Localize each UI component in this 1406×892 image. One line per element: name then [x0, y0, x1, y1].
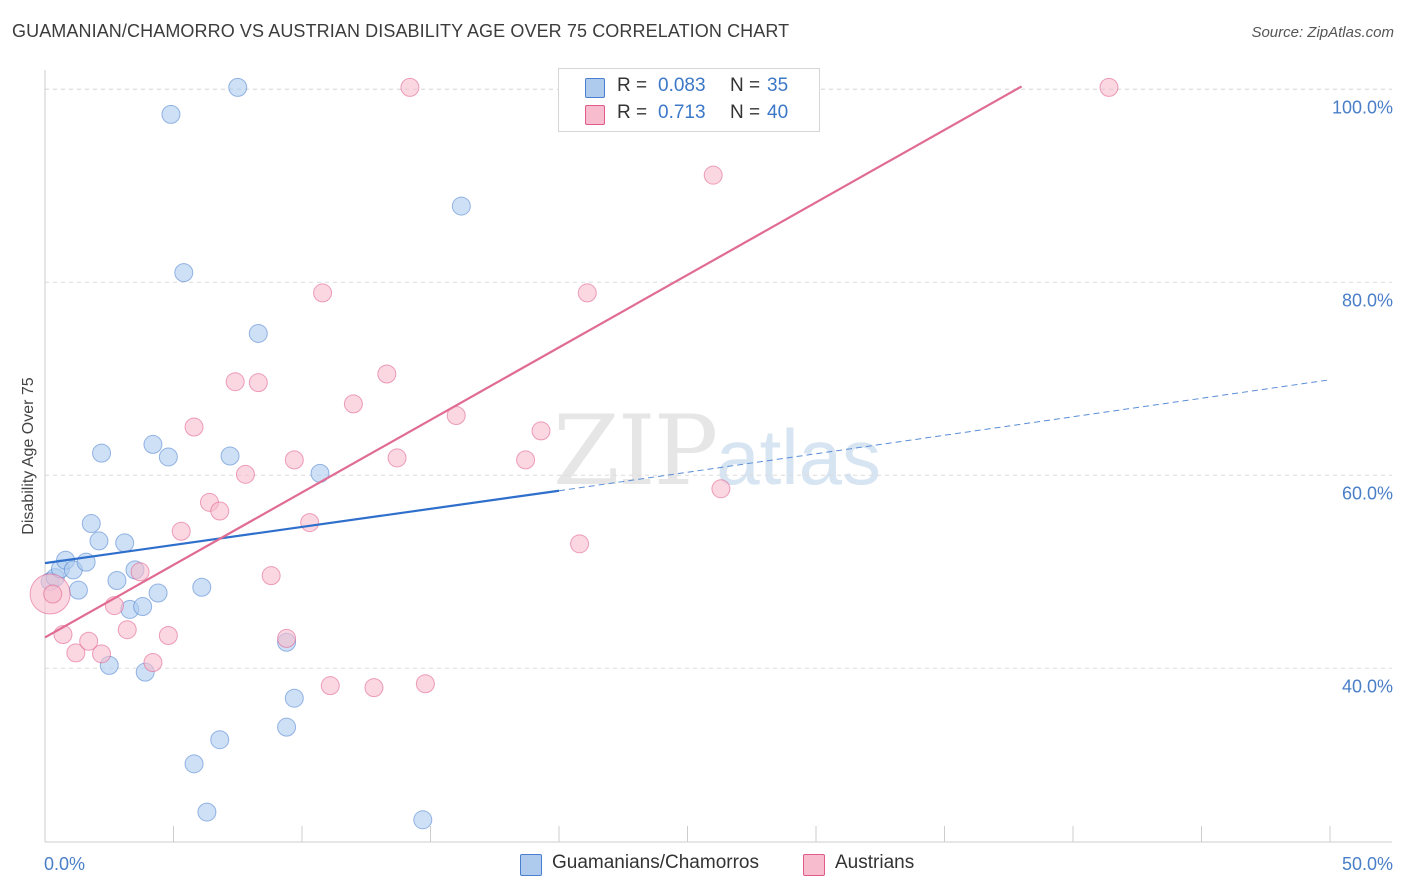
point-guamanian	[210, 730, 230, 750]
point-austrian	[235, 464, 255, 484]
legend-swatch-austrians	[585, 105, 605, 125]
point-guamanian	[92, 443, 112, 463]
trendline-guamanian	[44, 489, 560, 565]
point-austrian	[570, 534, 590, 554]
legend-r-label: R =	[617, 102, 648, 123]
legend-n-label: N =	[730, 102, 761, 123]
point-austrian	[400, 77, 420, 97]
point-guamanian	[197, 802, 217, 822]
x-tick-label: 0.0%	[44, 854, 85, 874]
point-guamanian	[284, 688, 304, 708]
point-austrian	[261, 566, 281, 586]
point-austrian	[158, 625, 178, 645]
point-austrian	[516, 450, 536, 470]
point-guamanian	[115, 533, 135, 553]
trendline-austrian	[44, 85, 1023, 639]
point-guamanian	[161, 104, 181, 124]
point-austrian	[415, 674, 435, 694]
legend-r-value: 0.083	[658, 75, 706, 96]
point-austrian	[577, 283, 597, 303]
point-austrian	[143, 653, 163, 673]
point-guamanian	[158, 447, 178, 467]
point-austrian	[210, 501, 230, 521]
point-guamanian	[451, 196, 471, 216]
point-guamanian	[89, 531, 109, 551]
point-austrian	[130, 562, 150, 582]
legend-label-austrians: Austrians	[835, 852, 915, 873]
trendline-guamanian-extension	[558, 379, 1331, 492]
watermark: ZIPatlas	[553, 395, 881, 507]
point-austrian	[184, 417, 204, 437]
point-guamanian	[220, 446, 240, 466]
y-tick-label: 100.0%	[1332, 97, 1393, 117]
legend-swatch-guamanians	[520, 854, 542, 876]
point-austrian	[364, 678, 384, 698]
y-tick-label: 60.0%	[1342, 483, 1393, 503]
point-austrian	[313, 283, 333, 303]
point-austrian	[284, 450, 304, 470]
point-austrian	[377, 364, 397, 384]
series-legend: Guamanians/Chamorros Austrians	[0, 852, 1406, 878]
point-guamanian	[148, 583, 168, 603]
point-guamanian	[133, 597, 153, 617]
point-guamanian	[228, 77, 248, 97]
trendlines	[44, 85, 1331, 639]
y-axis-title: Disability Age Over 75	[20, 377, 37, 535]
point-austrian	[66, 643, 86, 663]
correlation-legend: R = 0.083 N = 35 R = 0.713 N = 40	[558, 68, 820, 132]
point-austrian	[343, 394, 363, 414]
legend-r-label: R =	[617, 75, 648, 96]
point-austrian	[531, 421, 551, 441]
legend-swatch-austrians	[803, 854, 825, 876]
watermark-zip: ZIP	[553, 395, 718, 507]
data-points	[29, 77, 1119, 830]
legend-swatch-guamanians	[585, 78, 605, 98]
point-austrian	[117, 620, 137, 640]
point-guamanian	[81, 514, 101, 534]
legend-n-value: 40	[767, 102, 789, 123]
point-austrian	[387, 448, 407, 468]
point-guamanian	[248, 323, 268, 343]
axes	[44, 70, 1392, 843]
point-guamanian	[277, 717, 297, 737]
point-guamanian	[107, 570, 127, 590]
point-austrian	[1099, 77, 1119, 97]
legend-r-value: 0.713	[658, 102, 706, 123]
point-austrian	[300, 513, 320, 533]
point-austrian	[320, 676, 340, 696]
axis-labels: 40.0% 60.0% 80.0% 100.0% 0.0% 50.0% Disability…	[20, 97, 1393, 874]
point-austrian	[277, 628, 297, 648]
legend-label-guamanians: Guamanians/Chamorros	[552, 852, 759, 873]
y-tick-label: 40.0%	[1342, 676, 1393, 696]
source-label: Source: ZipAtlas.com	[1251, 24, 1394, 41]
point-austrian	[248, 373, 268, 393]
y-tick-label: 80.0%	[1342, 290, 1393, 310]
point-guamanian	[192, 577, 212, 597]
point-guamanian	[413, 810, 433, 830]
legend-n-value: 35	[767, 75, 789, 96]
point-austrian	[92, 644, 112, 664]
x-tick-label: 50.0%	[1342, 854, 1393, 874]
point-guamanian	[174, 263, 194, 283]
point-guamanian	[68, 580, 88, 600]
point-austrian	[79, 631, 99, 651]
point-austrian	[171, 521, 191, 541]
point-austrian	[703, 165, 723, 185]
point-austrian	[43, 584, 63, 604]
point-guamanian	[143, 434, 163, 454]
chart-title: GUAMANIAN/CHAMORRO VS AUSTRIAN DISABILIT…	[12, 21, 790, 41]
watermark-atlas: atlas	[716, 413, 881, 501]
point-guamanian	[184, 754, 204, 774]
point-austrian	[225, 372, 245, 392]
legend-n-label: N =	[730, 75, 761, 96]
point-austrian	[711, 479, 731, 499]
